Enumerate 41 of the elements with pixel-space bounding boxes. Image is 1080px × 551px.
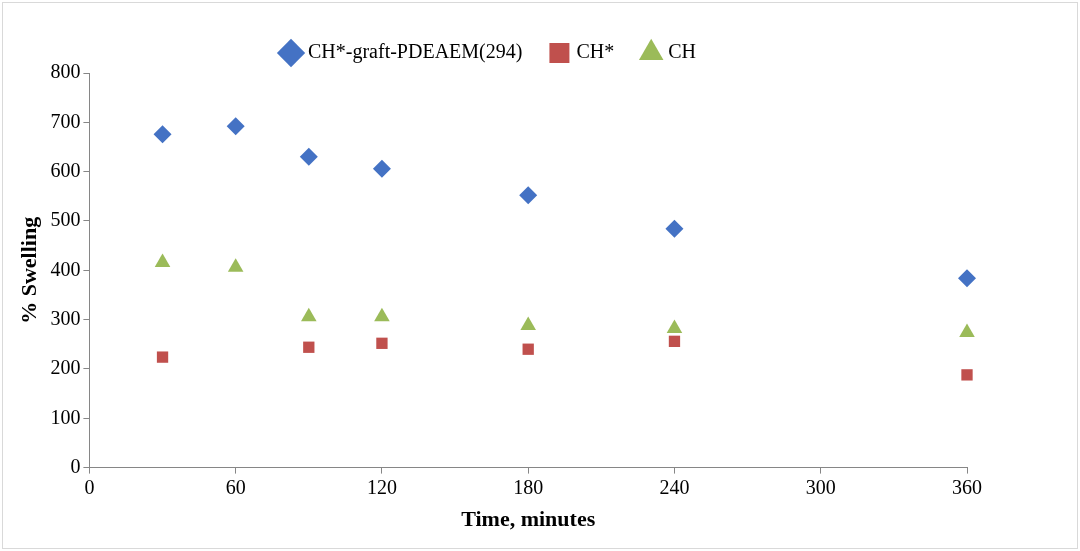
x-tick-label: 240 bbox=[659, 475, 690, 498]
point bbox=[156, 351, 169, 363]
point bbox=[665, 219, 684, 238]
x-tick-label: 300 bbox=[805, 475, 836, 498]
point bbox=[666, 319, 683, 333]
point bbox=[959, 323, 975, 337]
point bbox=[958, 269, 976, 288]
point bbox=[376, 337, 388, 349]
legend-label: CH* bbox=[576, 40, 615, 63]
point bbox=[153, 125, 172, 144]
x-axis-title: Time, minutes bbox=[461, 506, 596, 532]
point bbox=[668, 335, 681, 347]
x-tick-label: 180 bbox=[513, 475, 544, 498]
point bbox=[154, 253, 171, 267]
point bbox=[374, 307, 390, 322]
point bbox=[226, 117, 245, 136]
y-tick-label: 700 bbox=[50, 109, 81, 132]
y-tick-label: 100 bbox=[50, 405, 81, 428]
y-tick-label: 300 bbox=[50, 306, 81, 329]
point bbox=[299, 147, 318, 166]
point bbox=[301, 307, 317, 322]
y-tick-label: 400 bbox=[50, 257, 81, 280]
x-tick-label: 0 bbox=[84, 475, 95, 498]
point bbox=[522, 343, 534, 355]
point bbox=[372, 159, 391, 178]
point bbox=[519, 186, 538, 205]
x-tick-label: 120 bbox=[366, 475, 397, 498]
y-axis-title: % Swelling bbox=[15, 216, 41, 324]
y-tick-label: 200 bbox=[50, 356, 81, 379]
x-tick-label: 360 bbox=[952, 475, 982, 498]
y-tick-label: 800 bbox=[50, 60, 81, 83]
legend-label: CH*-graft-PDEAEM(294) bbox=[308, 40, 523, 64]
y-tick-label: 500 bbox=[50, 208, 81, 231]
point bbox=[961, 369, 973, 381]
point bbox=[227, 258, 244, 272]
x-tick-label: 60 bbox=[225, 475, 246, 498]
point bbox=[303, 341, 315, 353]
y-tick-label: 0 bbox=[70, 454, 81, 477]
point bbox=[520, 316, 536, 331]
legend-label: CH bbox=[668, 40, 696, 63]
y-tick-label: 600 bbox=[50, 158, 81, 181]
